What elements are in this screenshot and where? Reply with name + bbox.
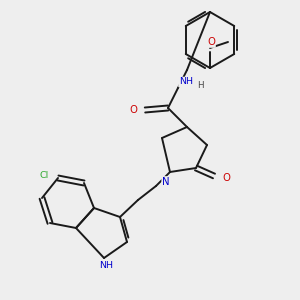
Text: NH: NH [99, 262, 113, 271]
Text: O: O [222, 173, 230, 183]
Text: O: O [207, 37, 215, 47]
Text: O: O [129, 105, 137, 115]
Text: NH: NH [179, 77, 193, 86]
Text: N: N [162, 177, 170, 187]
Text: H: H [197, 82, 203, 91]
Text: Cl: Cl [39, 172, 49, 181]
